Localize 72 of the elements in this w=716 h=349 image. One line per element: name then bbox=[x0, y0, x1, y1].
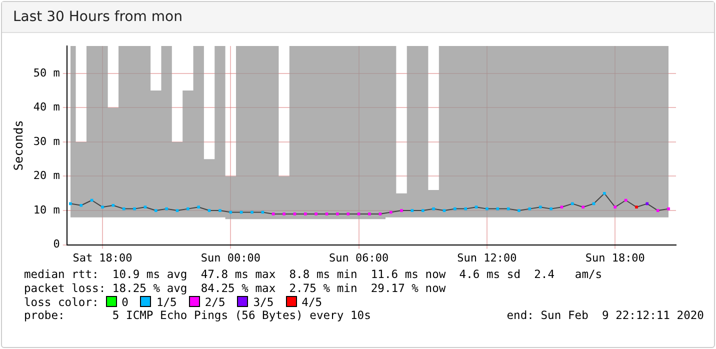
legend-title: loss color: bbox=[24, 296, 100, 309]
y-tick-label: 30 m bbox=[33, 134, 60, 148]
point bbox=[69, 202, 72, 206]
point bbox=[197, 206, 200, 209]
point bbox=[614, 206, 617, 209]
chart-title: Last 30 Hours from mon bbox=[2, 2, 714, 33]
point bbox=[486, 207, 488, 210]
point bbox=[518, 209, 520, 212]
point bbox=[218, 209, 222, 212]
text: packet loss: 18.25 % avg 84.25 % max 2.75 % min 29.17 % now bbox=[24, 282, 447, 296]
x-tick-label: Sun 12:00 bbox=[457, 251, 517, 264]
y-tick-label: 0 bbox=[53, 238, 60, 251]
point bbox=[272, 212, 275, 216]
point bbox=[378, 212, 382, 216]
point bbox=[154, 209, 158, 212]
point bbox=[336, 212, 339, 216]
point bbox=[250, 210, 254, 214]
point bbox=[186, 207, 190, 210]
x-tick-label: Sun 06:00 bbox=[329, 251, 389, 264]
point bbox=[314, 212, 318, 216]
point bbox=[603, 192, 606, 195]
text: end: Sun Feb 9 22:12:11 2020 bbox=[506, 309, 704, 324]
point bbox=[432, 207, 435, 210]
point bbox=[421, 209, 424, 212]
point bbox=[101, 206, 104, 209]
point bbox=[474, 206, 478, 209]
point bbox=[550, 207, 552, 210]
point bbox=[133, 207, 136, 210]
legend-label: 4/5 bbox=[302, 296, 322, 309]
point bbox=[368, 212, 371, 216]
x-tick-label: Sat 18:00 bbox=[72, 251, 132, 264]
legend-label: 3/5 bbox=[253, 296, 274, 309]
point bbox=[442, 209, 446, 212]
y-tick-label: 20 m bbox=[33, 169, 60, 182]
point bbox=[410, 209, 414, 212]
legend-label: 0 bbox=[122, 296, 128, 309]
point bbox=[346, 212, 350, 216]
point bbox=[582, 206, 584, 209]
y-tick-label: 10 m bbox=[33, 203, 60, 216]
point bbox=[635, 206, 638, 209]
point bbox=[560, 206, 564, 209]
point bbox=[176, 209, 179, 212]
y-axis-title: Seconds bbox=[11, 120, 26, 171]
point bbox=[325, 212, 328, 216]
point bbox=[112, 204, 115, 207]
point bbox=[293, 212, 296, 216]
point bbox=[538, 206, 542, 209]
point bbox=[389, 210, 392, 214]
text: median rtt: 10.9 ms avg 47.8 ms max 8.8 ms min 11.6 ms now 4.6 ms sd 2.4 am/s bbox=[24, 268, 604, 282]
point bbox=[357, 212, 360, 216]
legend-label: 2/5 bbox=[204, 296, 226, 309]
point bbox=[304, 212, 307, 216]
point bbox=[122, 207, 126, 210]
point bbox=[667, 207, 670, 210]
y-tick-label: 50 m bbox=[33, 66, 60, 80]
x-tick-label: Sun 00:00 bbox=[200, 251, 260, 264]
point bbox=[165, 207, 168, 210]
legend-label: 1/5 bbox=[156, 296, 177, 309]
point bbox=[400, 209, 403, 212]
point bbox=[454, 207, 456, 210]
point bbox=[282, 212, 286, 216]
text: probe: 5 ICMP Echo Pings (56 Bytes) every 10s bbox=[24, 309, 371, 322]
y-tick-label: 40 m bbox=[33, 100, 60, 114]
point bbox=[208, 209, 211, 212]
point bbox=[144, 206, 147, 209]
point bbox=[496, 207, 500, 210]
point bbox=[656, 209, 660, 212]
point bbox=[570, 202, 574, 206]
x-tick-label: Sun 18:00 bbox=[585, 251, 645, 264]
point bbox=[464, 207, 468, 210]
point bbox=[229, 210, 232, 214]
point bbox=[80, 204, 83, 207]
